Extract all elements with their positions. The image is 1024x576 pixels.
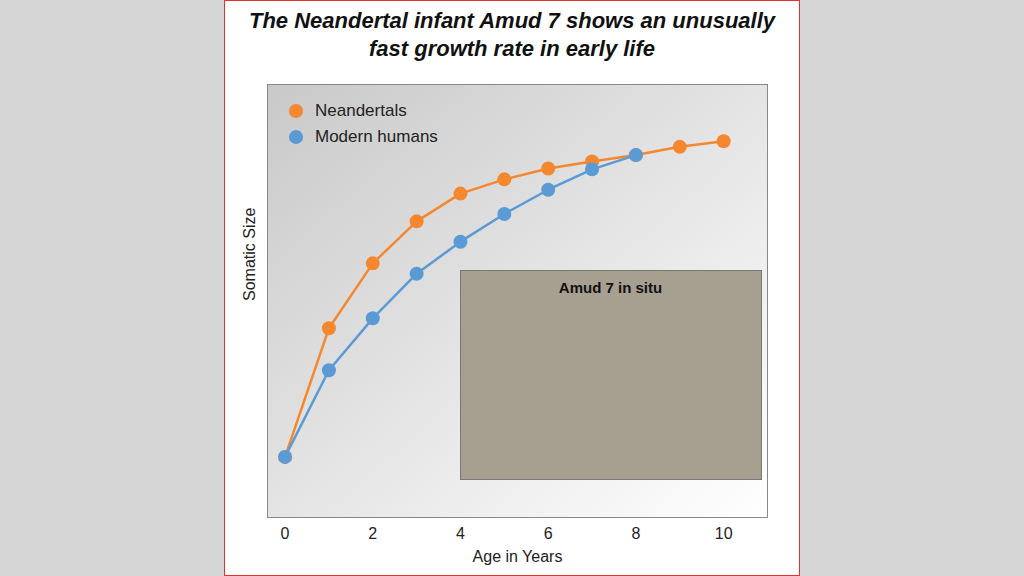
svg-text:8: 8 <box>631 525 640 542</box>
html-text:Neandertals: Neandertals <box>315 101 407 120</box>
html-text:The Neandertal infant Amud 7 s: The Neandertal infant Amud 7 shows an un… <box>249 8 775 61</box>
html-text:Modern humans: Modern humans <box>315 127 438 146</box>
svg-text:Somatic Size: Somatic Size <box>241 208 258 301</box>
svg-text:6: 6 <box>544 525 553 542</box>
html-text:Amud 7 in situ: Amud 7 in situ <box>558 279 663 297</box>
svg-text:2: 2 <box>368 525 377 542</box>
svg-text:10: 10 <box>715 525 733 542</box>
svg-text:4: 4 <box>456 525 465 542</box>
svg-text:0: 0 <box>281 525 290 542</box>
svg-text:Age in Years: Age in Years <box>473 548 563 565</box>
